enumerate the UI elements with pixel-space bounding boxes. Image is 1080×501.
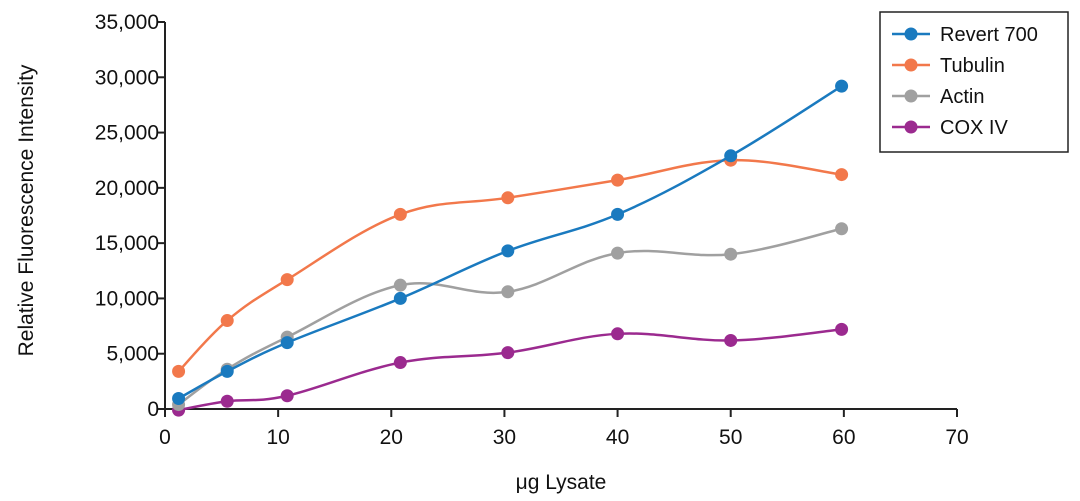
series-revert-700 bbox=[172, 79, 849, 405]
y-axis-title: Relative Fluorescence Intensity bbox=[15, 64, 38, 356]
data-point-tubulin bbox=[835, 168, 849, 182]
legend-label-actin: Actin bbox=[940, 86, 984, 108]
y-tick-label: 5,000 bbox=[106, 343, 159, 366]
y-tick-label: 25,000 bbox=[95, 122, 159, 145]
data-point-revert-700 bbox=[724, 149, 738, 163]
y-tick-label: 15,000 bbox=[95, 232, 159, 255]
y-tick-label: 10,000 bbox=[95, 287, 159, 310]
data-point-actin bbox=[611, 246, 625, 260]
x-tick-label: 40 bbox=[606, 426, 629, 449]
x-tick-label: 30 bbox=[493, 426, 516, 449]
data-point-revert-700 bbox=[280, 336, 294, 350]
x-tick-label: 0 bbox=[159, 426, 171, 449]
data-point-revert-700 bbox=[835, 79, 849, 93]
y-tick-label: 0 bbox=[147, 398, 159, 421]
data-point-revert-700 bbox=[220, 364, 234, 378]
data-point-cox-iv bbox=[501, 346, 515, 360]
data-point-tubulin bbox=[280, 273, 294, 287]
data-point-actin bbox=[501, 285, 515, 299]
data-point-revert-700 bbox=[501, 244, 515, 258]
legend: Revert 700 Tubulin Actin COX IV bbox=[879, 11, 1069, 153]
data-point-cox-iv bbox=[220, 394, 234, 408]
data-point-cox-iv bbox=[611, 327, 625, 341]
data-point-tubulin bbox=[611, 173, 625, 187]
data-point-revert-700 bbox=[393, 291, 407, 305]
legend-marker-actin bbox=[904, 89, 918, 103]
data-point-tubulin bbox=[393, 207, 407, 221]
series-cox-iv bbox=[172, 322, 849, 417]
y-tick-label: 35,000 bbox=[95, 11, 159, 34]
data-point-cox-iv bbox=[280, 389, 294, 403]
x-tick-label: 50 bbox=[719, 426, 742, 449]
x-tick-label: 20 bbox=[380, 426, 403, 449]
x-tick-label: 60 bbox=[832, 426, 855, 449]
legend-marker-revert-700 bbox=[904, 27, 918, 41]
data-point-actin bbox=[835, 222, 849, 236]
data-point-cox-iv bbox=[724, 333, 738, 347]
data-point-cox-iv bbox=[393, 356, 407, 370]
x-axis-title: μg Lysate bbox=[516, 471, 607, 494]
legend-marker-cox-iv bbox=[904, 120, 918, 134]
data-point-tubulin bbox=[501, 191, 515, 205]
x-tick-label: 10 bbox=[266, 426, 289, 449]
y-tick-label: 20,000 bbox=[95, 177, 159, 200]
x-tick-label: 70 bbox=[945, 426, 968, 449]
data-point-cox-iv bbox=[835, 322, 849, 336]
data-point-actin bbox=[724, 247, 738, 261]
legend-marker-tubulin bbox=[904, 58, 918, 72]
legend-label-revert-700: Revert 700 bbox=[940, 24, 1038, 46]
axes: 0 5,000 10,000 15,000 20,000 25,000 30,000 35,0… bbox=[15, 11, 969, 494]
data-point-tubulin bbox=[220, 314, 234, 328]
y-tick-label: 30,000 bbox=[95, 66, 159, 89]
data-point-actin bbox=[393, 278, 407, 292]
data-point-revert-700 bbox=[611, 207, 625, 221]
data-point-revert-700 bbox=[172, 391, 186, 405]
plot-area bbox=[172, 79, 849, 417]
legend-label-cox-iv: COX IV bbox=[940, 117, 1008, 139]
data-point-tubulin bbox=[172, 364, 186, 378]
legend-label-tubulin: Tubulin bbox=[940, 55, 1005, 77]
